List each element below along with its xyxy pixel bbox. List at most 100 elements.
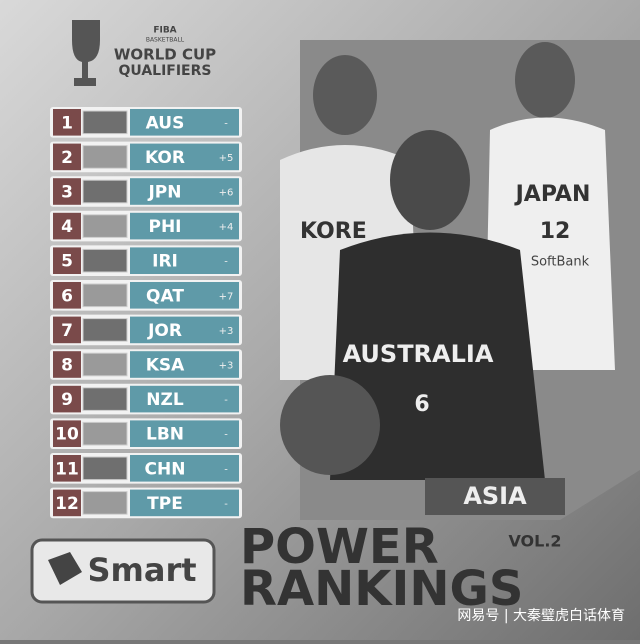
rank-box: [53, 247, 81, 274]
rank-change: +3: [219, 361, 234, 372]
rank-change: -: [224, 257, 228, 268]
flag: [82, 214, 128, 238]
team-code: KOR: [145, 148, 185, 168]
team-box: [130, 143, 239, 171]
jersey-text: AUSTRALIA: [343, 340, 494, 368]
team-box: [130, 489, 239, 517]
header-sub: BASKETBALL: [146, 37, 185, 44]
jersey-number: 6: [414, 392, 429, 417]
rank-box: [53, 455, 81, 482]
rank-box: [53, 143, 81, 171]
jersey-number: 12: [540, 219, 571, 244]
team-box: [130, 351, 239, 378]
team-box: [130, 247, 239, 274]
team-code: JOR: [147, 321, 182, 341]
rank-box: [53, 385, 81, 413]
ranking-row: 3 JPN +6: [50, 176, 242, 207]
team-box: [130, 316, 239, 344]
rank: 11: [55, 459, 79, 479]
rank-change: +6: [219, 188, 234, 199]
rank-box: [53, 212, 81, 240]
flag: [82, 352, 128, 377]
header-org: FIBA: [153, 26, 176, 36]
ranking-row: 12 TPE -: [50, 487, 242, 519]
rank: 9: [61, 390, 73, 410]
team-code: KSA: [146, 356, 185, 376]
team-box: [130, 178, 239, 205]
rank-box: [53, 178, 81, 205]
flag: [82, 248, 128, 273]
player-head: [390, 130, 470, 230]
team-box: [130, 212, 239, 240]
rank: 1: [61, 113, 73, 133]
header-line: QUALIFIERS: [118, 63, 211, 79]
ranking-row: 6 QAT +7: [50, 280, 242, 311]
team-code: PHI: [148, 217, 181, 237]
team-box: [130, 385, 239, 413]
player-head: [515, 42, 575, 118]
basketball: [280, 375, 380, 475]
rank: 5: [61, 252, 73, 272]
rank-change: -: [224, 118, 228, 129]
watermark: 网易号 | 大秦璧虎白话体育: [457, 607, 625, 624]
rank-box: [53, 489, 81, 517]
team-code: CHN: [145, 459, 186, 479]
title-line: POWER: [240, 519, 439, 575]
ranking-row: 4 PHI +4: [50, 210, 242, 242]
ranking-row: 7 JOR +3: [50, 314, 242, 346]
rank-box: [53, 420, 81, 447]
ranking-row: 11 CHN -: [50, 453, 242, 484]
team-code: NZL: [146, 390, 184, 410]
team-code: JPN: [147, 183, 181, 203]
rank-change: +5: [219, 153, 234, 164]
rank: 3: [61, 183, 73, 203]
team-box: [130, 109, 239, 136]
region-box: [425, 478, 565, 515]
ranking-row: 8 KSA +3: [50, 349, 242, 380]
title-volume: VOL.2: [508, 532, 561, 551]
player-head: [313, 55, 377, 135]
team-box: [130, 420, 239, 447]
rank-change: -: [224, 499, 228, 510]
flag: [82, 283, 128, 308]
team-box: [130, 282, 239, 309]
trophy-icon: [72, 20, 100, 86]
jersey-text: KORE: [300, 219, 367, 244]
rank-change: -: [224, 395, 228, 406]
rank: 8: [61, 356, 73, 376]
region-label: ASIA: [463, 482, 527, 510]
header-line: WORLD CUP: [114, 46, 216, 64]
flag: [82, 456, 128, 481]
rank-change: -: [224, 464, 228, 475]
rank-box: [53, 109, 81, 136]
team-code: QAT: [146, 286, 184, 306]
flag: [82, 145, 128, 169]
rank: 6: [61, 286, 73, 306]
ranking-row: 1 AUS -: [50, 107, 242, 138]
rank: 4: [61, 217, 73, 237]
rank-change: +4: [219, 222, 234, 233]
rank-box: [53, 316, 81, 344]
rank-box: [53, 351, 81, 378]
flag: [82, 491, 128, 515]
ranking-row: 5 IRI -: [50, 245, 242, 276]
team-code: IRI: [152, 252, 178, 272]
player-body: [330, 232, 545, 480]
rank-change: +7: [219, 291, 234, 302]
title-line: RANKINGS: [240, 561, 523, 617]
rank-box: [53, 282, 81, 309]
sponsor-logo: [48, 552, 82, 585]
team-code: TPE: [147, 494, 183, 514]
ranking-row: 9 NZL -: [50, 383, 242, 415]
team-code: LBN: [146, 425, 184, 445]
jersey-text: JAPAN: [514, 182, 591, 207]
flag: [82, 421, 128, 446]
flag: [82, 110, 128, 135]
team-box: [130, 455, 239, 482]
team-code: AUS: [146, 113, 185, 133]
ranking-row: 2 KOR +5: [50, 141, 242, 173]
ranking-row: 10 LBN -: [50, 418, 242, 449]
rank: 12: [55, 494, 79, 514]
rank-change: -: [224, 430, 228, 441]
